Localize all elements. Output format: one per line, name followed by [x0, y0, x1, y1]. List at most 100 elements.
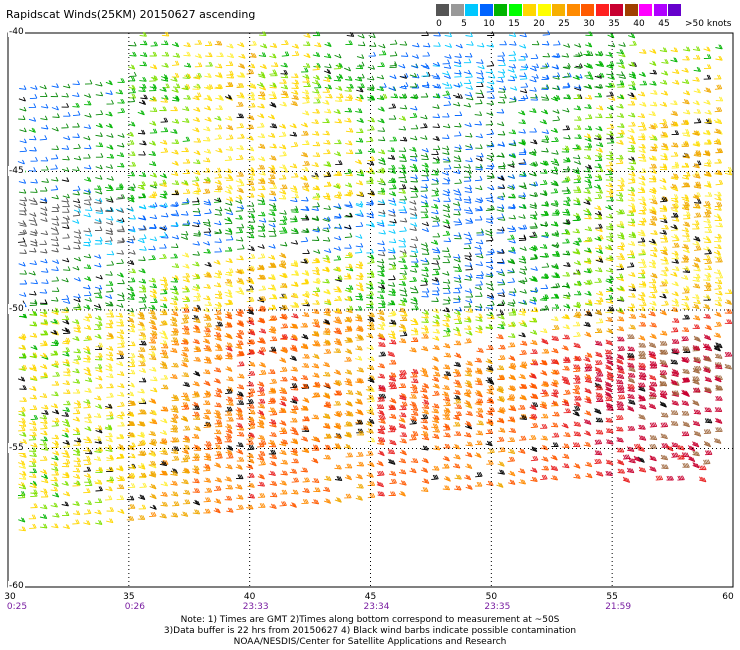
wind-barb: [84, 195, 92, 201]
wind-barb: [508, 226, 517, 233]
wind-barb: [692, 224, 700, 230]
wind-barb: [246, 228, 254, 234]
wind-barb: [148, 150, 157, 156]
wind-barb: [703, 99, 711, 105]
wind-barb: [661, 58, 669, 64]
wind-barb: [290, 141, 299, 148]
wind-barb: [224, 271, 233, 277]
wind-barb: [420, 123, 428, 129]
wind-barb: [323, 339, 331, 345]
wind-barb: [616, 414, 624, 420]
wind-barb: [660, 390, 668, 396]
wind-barb: [692, 303, 700, 310]
wind-barb: [474, 175, 483, 182]
wind-barb: [356, 335, 364, 341]
wind-barb: [497, 396, 505, 403]
legend-swatch: [450, 4, 464, 16]
wind-barb: [247, 431, 255, 438]
wind-barb: [573, 260, 582, 266]
wind-barb: [671, 130, 680, 135]
wind-barb: [193, 370, 201, 377]
wind-barb: [312, 477, 320, 484]
wind-barb: [421, 325, 429, 331]
wind-barb: [62, 351, 70, 357]
wind-barb: [300, 436, 309, 442]
wind-barb: [584, 154, 592, 160]
wind-barb: [616, 94, 625, 100]
wind-barb: [399, 331, 408, 337]
wind-barb: [420, 208, 429, 213]
wind-barb: [224, 155, 233, 161]
wind-barb: [431, 260, 440, 265]
wind-barb: [247, 444, 255, 451]
wind-barb: [302, 487, 310, 493]
wind-barb: [552, 72, 561, 77]
wind-barb: [464, 252, 472, 257]
wind-barb: [105, 403, 113, 409]
wind-barb: [225, 146, 234, 151]
wind-barb: [181, 404, 190, 410]
wind-barb: [29, 353, 37, 359]
wind-barb: [51, 440, 60, 446]
wind-barb: [411, 63, 419, 69]
wind-barb: [682, 153, 691, 159]
wind-barb: [409, 268, 418, 273]
wind-barb: [605, 232, 614, 238]
wind-barb: [682, 368, 690, 374]
wind-barb: [72, 122, 80, 128]
wind-barb: [421, 147, 429, 153]
wind-barb: [715, 222, 724, 228]
wind-barb: [213, 409, 221, 416]
wind-barb: [563, 292, 571, 297]
wind-barb: [692, 346, 700, 352]
wind-barb: [376, 481, 385, 488]
wind-barb: [699, 465, 707, 471]
wind-barb: [29, 394, 38, 400]
wind-barb: [639, 280, 647, 286]
wind-barb: [486, 61, 495, 67]
wind-barb: [237, 63, 246, 69]
wind-barb: [83, 324, 92, 330]
wind-barb: [477, 64, 485, 70]
wind-barb: [215, 105, 223, 110]
wind-barb: [704, 109, 712, 115]
wind-barb: [224, 174, 232, 179]
wind-barb: [648, 403, 657, 410]
wind-barb: [280, 439, 289, 445]
wind-barb: [486, 295, 494, 300]
wind-barb: [354, 76, 363, 82]
wind-barb: [454, 53, 462, 58]
wind-barb: [83, 153, 91, 159]
wind-barb: [551, 389, 559, 395]
wind-barb: [302, 98, 310, 104]
wind-barb: [584, 366, 592, 372]
wind-barb: [595, 267, 603, 273]
wind-barb: [692, 324, 701, 330]
wind-barb: [713, 128, 722, 134]
wind-barb: [280, 184, 288, 190]
wind-barb: [616, 263, 624, 269]
wind-barb: [126, 131, 134, 137]
wind-barb: [661, 443, 669, 448]
wind-barb: [236, 92, 245, 98]
wind-barb: [279, 387, 287, 393]
wind-barb: [181, 314, 190, 320]
wind-barb: [61, 277, 69, 283]
wind-barb: [671, 452, 679, 458]
wind-barb: [452, 463, 461, 469]
wind-barb: [83, 446, 91, 452]
wind-barb: [377, 118, 385, 124]
wind-barb: [258, 338, 266, 344]
wind-barb: [409, 214, 418, 219]
wind-barb: [73, 143, 81, 150]
wind-barb: [257, 113, 265, 119]
wind-barb: [474, 215, 483, 221]
wind-barb: [529, 246, 537, 252]
wind-barb: [203, 157, 211, 163]
wind-barb: [181, 318, 189, 324]
wind-barb: [192, 411, 200, 417]
wind-barb: [409, 112, 418, 119]
wind-barb: [367, 258, 375, 264]
wind-barb: [269, 143, 277, 149]
